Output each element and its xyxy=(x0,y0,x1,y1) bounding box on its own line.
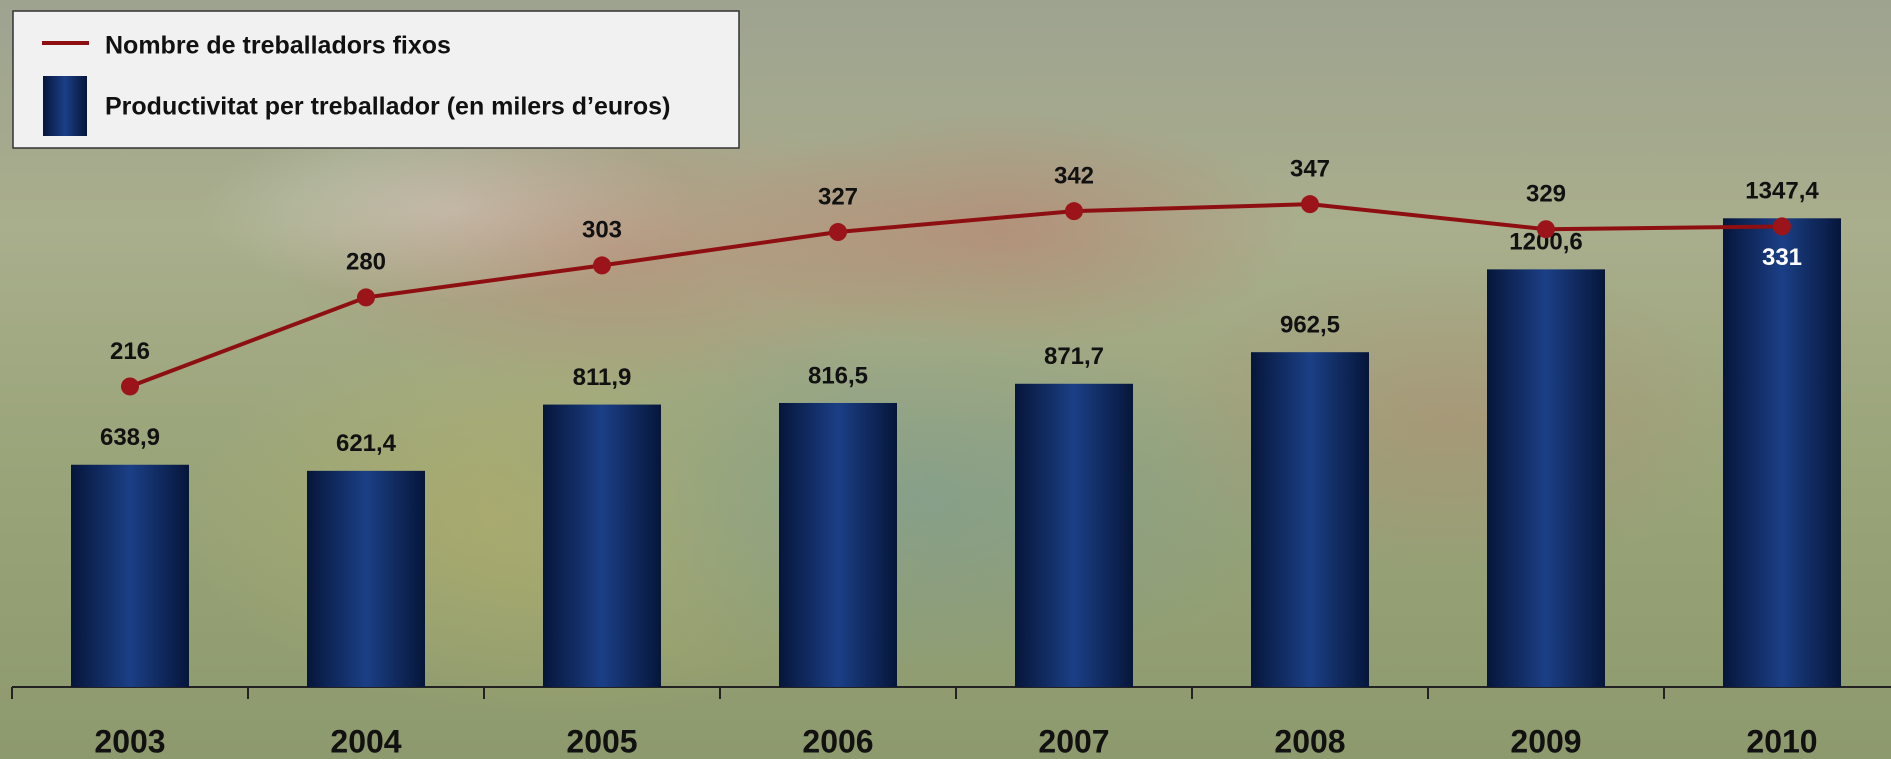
legend-label: Nombre de treballadors fixos xyxy=(105,32,451,60)
bar-value-label: 962,5 xyxy=(1280,312,1340,339)
x-tick-label: 2005 xyxy=(566,723,637,759)
line-value-label: 216 xyxy=(110,338,150,365)
line-marker xyxy=(357,288,375,307)
bar-value-label: 811,9 xyxy=(573,364,632,391)
bar-value-label: 816,5 xyxy=(808,362,868,389)
bar xyxy=(1251,352,1369,687)
line-value-label: 331 xyxy=(1762,244,1802,271)
line-value-label: 327 xyxy=(818,183,858,210)
x-tick-label: 2006 xyxy=(802,723,873,759)
bar xyxy=(779,402,897,687)
line-value-label: 303 xyxy=(582,217,622,244)
x-tick-label: 2003 xyxy=(94,723,165,759)
line-marker xyxy=(1065,202,1083,221)
bar xyxy=(543,404,661,687)
line-value-label: 342 xyxy=(1054,162,1094,189)
legend-label: Productivitat per treballador (en milers… xyxy=(105,93,670,121)
x-tick-label: 2007 xyxy=(1038,723,1109,759)
x-tick-label: 2010 xyxy=(1746,723,1817,759)
line-marker xyxy=(1537,220,1555,239)
line-value-label: 329 xyxy=(1526,181,1566,208)
legend-box xyxy=(12,10,740,149)
x-tick-label: 2009 xyxy=(1510,723,1581,759)
x-tick-label: 2008 xyxy=(1274,723,1345,759)
bar-value-label: 1347,4 xyxy=(1745,178,1819,205)
bar-value-label: 871,7 xyxy=(1044,343,1104,370)
line-value-label: 347 xyxy=(1290,156,1330,183)
legend-bar-swatch xyxy=(43,76,87,136)
line-marker xyxy=(121,377,139,396)
legend: Nombre de treballadors fixos Productivita… xyxy=(12,10,740,149)
bar xyxy=(71,464,189,687)
bar xyxy=(1487,269,1605,687)
line xyxy=(129,202,1783,389)
line-marker xyxy=(829,223,847,242)
bar-value-label: 638,9 xyxy=(100,424,160,451)
line-marker xyxy=(593,256,611,275)
bar-value-label: 621,4 xyxy=(336,430,397,457)
bar xyxy=(307,470,425,687)
line-marker xyxy=(1301,195,1319,214)
bar xyxy=(1015,383,1133,687)
line-value-label: 280 xyxy=(346,249,386,276)
bar xyxy=(1723,218,1841,687)
x-tick-label: 2004 xyxy=(330,723,401,759)
line-marker xyxy=(1773,217,1791,236)
